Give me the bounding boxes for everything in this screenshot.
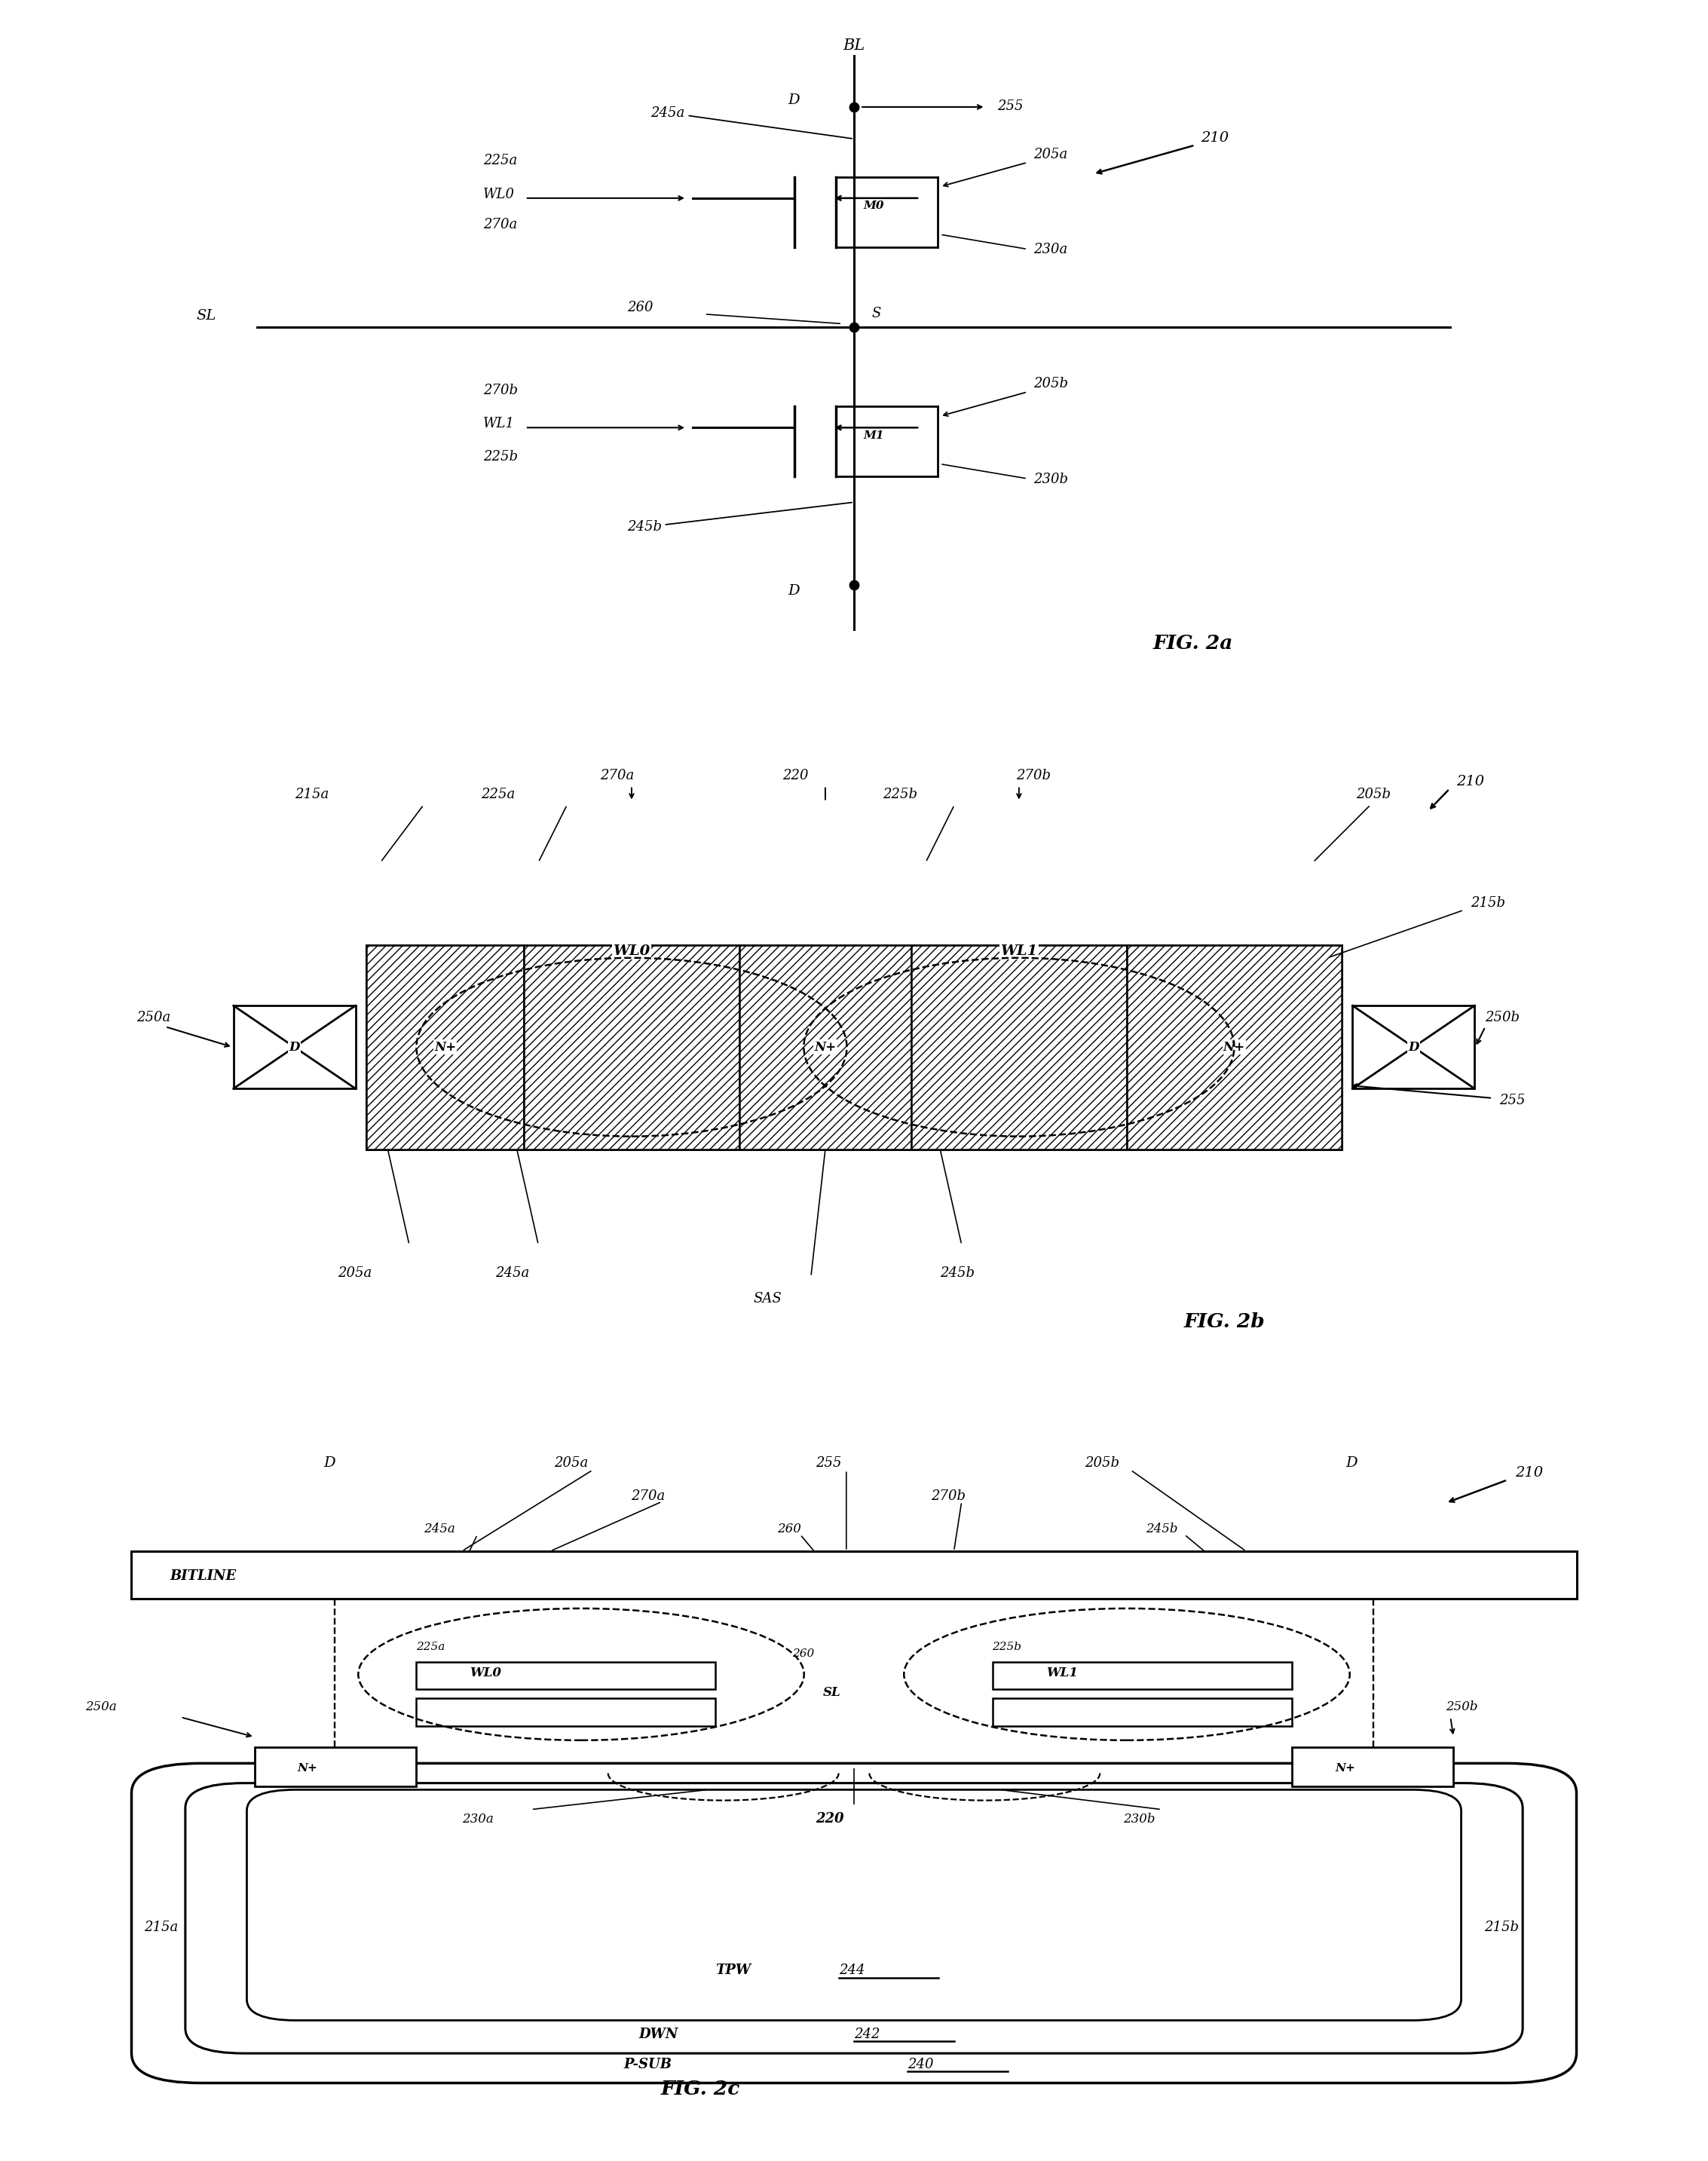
Bar bbox=[254, 1746, 417, 1787]
FancyBboxPatch shape bbox=[248, 1789, 1462, 2021]
Text: M1: M1 bbox=[864, 430, 885, 441]
Text: 245b: 245b bbox=[1146, 1524, 1179, 1536]
Text: 220: 220 bbox=[816, 1813, 844, 1826]
Text: 225b: 225b bbox=[483, 449, 518, 465]
Text: 210: 210 bbox=[1201, 132, 1228, 145]
Text: 270b: 270b bbox=[483, 382, 518, 398]
Text: 260: 260 bbox=[627, 300, 652, 313]
Text: 260: 260 bbox=[777, 1524, 801, 1536]
Text: 245a: 245a bbox=[651, 106, 852, 138]
Text: 220: 220 bbox=[782, 769, 808, 782]
Text: 225a: 225a bbox=[417, 1642, 444, 1653]
Bar bbox=[524, 944, 740, 1150]
Text: N+: N+ bbox=[1336, 1763, 1356, 1774]
Text: 250b: 250b bbox=[1447, 1701, 1477, 1714]
Text: WL0: WL0 bbox=[470, 1666, 502, 1679]
Text: WL1: WL1 bbox=[483, 417, 516, 430]
Text: 250b: 250b bbox=[1486, 1011, 1520, 1024]
Text: D: D bbox=[1346, 1457, 1358, 1469]
Bar bbox=[1293, 1746, 1454, 1787]
Bar bbox=[1127, 944, 1342, 1150]
Text: N+: N+ bbox=[1223, 1042, 1245, 1055]
Text: 205b: 205b bbox=[1356, 789, 1390, 802]
Text: SL: SL bbox=[196, 309, 217, 322]
Text: 270a: 270a bbox=[600, 769, 634, 782]
Text: SAS: SAS bbox=[753, 1292, 782, 1305]
Text: 215b: 215b bbox=[1484, 1921, 1518, 1934]
Bar bbox=[992, 1699, 1293, 1727]
Bar bbox=[234, 1005, 355, 1089]
Text: FIG. 2a: FIG. 2a bbox=[1153, 633, 1233, 653]
Text: 270b: 270b bbox=[931, 1489, 965, 1502]
Bar bbox=[992, 1662, 1293, 1690]
Text: WL1: WL1 bbox=[1047, 1666, 1078, 1679]
Text: 242: 242 bbox=[854, 2027, 880, 2042]
Text: 225b: 225b bbox=[992, 1642, 1021, 1653]
Text: D: D bbox=[789, 583, 799, 599]
Text: 270b: 270b bbox=[1016, 769, 1050, 782]
Text: 205b: 205b bbox=[1085, 1457, 1119, 1469]
Bar bbox=[1353, 1005, 1474, 1089]
Text: 250a: 250a bbox=[137, 1011, 171, 1024]
Bar bbox=[912, 944, 1127, 1150]
Text: 245a: 245a bbox=[495, 1266, 529, 1279]
Text: 230a: 230a bbox=[1033, 242, 1068, 257]
Text: D: D bbox=[325, 1457, 335, 1469]
Text: TPW: TPW bbox=[716, 1964, 752, 1977]
Text: 205b: 205b bbox=[1033, 376, 1068, 391]
Text: 240: 240 bbox=[909, 2057, 934, 2072]
Bar bbox=[366, 944, 1342, 1150]
Text: BL: BL bbox=[844, 39, 864, 52]
Text: 230a: 230a bbox=[463, 1813, 494, 1826]
Text: 255: 255 bbox=[1500, 1093, 1525, 1106]
Text: 205a: 205a bbox=[1033, 147, 1068, 160]
Text: 225b: 225b bbox=[883, 789, 917, 802]
Text: S: S bbox=[873, 307, 881, 320]
Text: 255: 255 bbox=[816, 1457, 842, 1469]
Text: 210: 210 bbox=[1457, 776, 1484, 789]
Bar bbox=[366, 944, 524, 1150]
Text: 230b: 230b bbox=[1033, 473, 1068, 486]
Text: 250a: 250a bbox=[85, 1701, 116, 1714]
Text: 215a: 215a bbox=[294, 789, 328, 802]
Text: FIG. 2b: FIG. 2b bbox=[1184, 1312, 1266, 1331]
Text: 245b: 245b bbox=[939, 1266, 975, 1279]
Text: DWN: DWN bbox=[639, 2027, 678, 2042]
Text: N+: N+ bbox=[297, 1763, 318, 1774]
Text: N+: N+ bbox=[434, 1042, 456, 1055]
Bar bbox=[740, 944, 912, 1150]
Text: 205a: 205a bbox=[338, 1266, 372, 1279]
Text: 210: 210 bbox=[1515, 1465, 1542, 1480]
Text: 255: 255 bbox=[997, 99, 1023, 112]
Text: 260: 260 bbox=[793, 1649, 815, 1660]
FancyBboxPatch shape bbox=[132, 1763, 1576, 2083]
Text: M0: M0 bbox=[864, 201, 885, 212]
Text: P-SUB: P-SUB bbox=[623, 2057, 671, 2072]
Bar bbox=[417, 1699, 716, 1727]
Text: WL0: WL0 bbox=[613, 944, 651, 957]
Text: 270a: 270a bbox=[632, 1489, 664, 1502]
Text: D: D bbox=[789, 93, 799, 106]
Text: 215b: 215b bbox=[1471, 897, 1506, 910]
Text: 244: 244 bbox=[839, 1964, 864, 1977]
Text: 245b: 245b bbox=[627, 504, 852, 534]
Text: D: D bbox=[289, 1042, 301, 1055]
Text: 245a: 245a bbox=[424, 1524, 454, 1536]
Text: WL0: WL0 bbox=[483, 188, 516, 201]
Text: FIG. 2c: FIG. 2c bbox=[661, 2079, 740, 2098]
FancyBboxPatch shape bbox=[186, 1783, 1524, 2053]
Text: 230b: 230b bbox=[1124, 1813, 1155, 1826]
Text: D: D bbox=[1407, 1042, 1419, 1055]
Text: 225a: 225a bbox=[482, 789, 516, 802]
Bar bbox=[417, 1662, 716, 1690]
Text: 270a: 270a bbox=[483, 218, 518, 231]
Text: 215a: 215a bbox=[143, 1921, 178, 1934]
Text: 205a: 205a bbox=[555, 1457, 588, 1469]
Bar bbox=[132, 1552, 1576, 1599]
Text: WL1: WL1 bbox=[1001, 944, 1037, 957]
Text: 225a: 225a bbox=[483, 153, 518, 166]
Text: SL: SL bbox=[823, 1686, 840, 1699]
Text: N+: N+ bbox=[815, 1042, 837, 1055]
Text: BITLINE: BITLINE bbox=[171, 1569, 236, 1584]
